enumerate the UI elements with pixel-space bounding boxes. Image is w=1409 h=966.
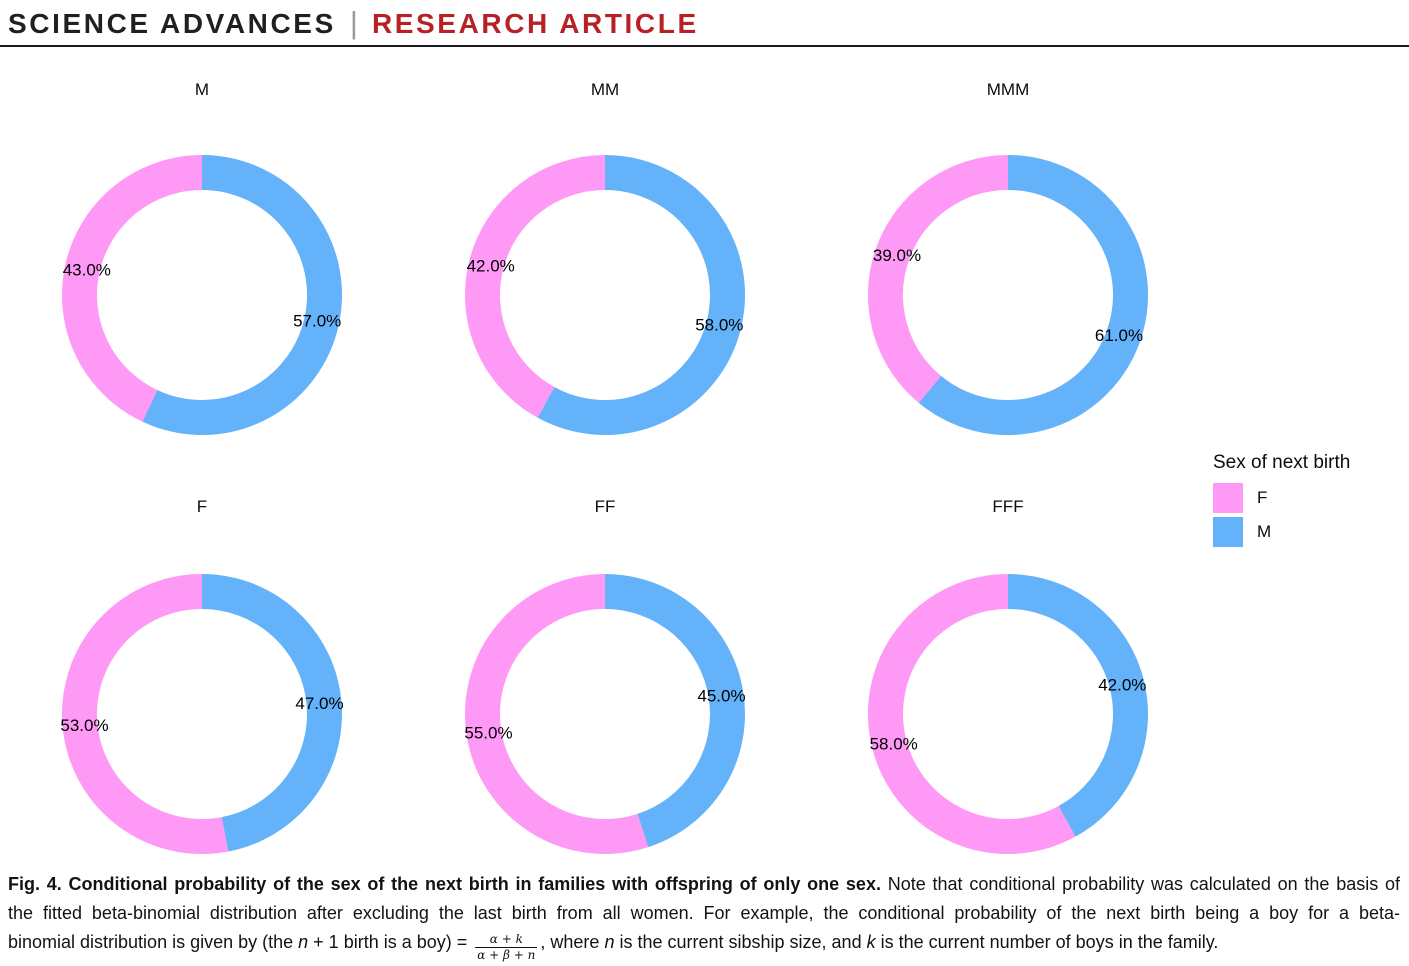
header-rule <box>0 45 1409 47</box>
donut-chart-MMM: 61.0% 39.0% <box>868 155 1148 435</box>
slice-male <box>537 155 745 435</box>
male-share-label: 42.0% <box>1098 676 1146 695</box>
slice-female <box>62 155 203 422</box>
caption-line3-pre: binomial distribution is given by (the <box>8 932 299 952</box>
donut-title-F: F <box>196 497 208 516</box>
caption-line3-after: , where <box>540 932 605 952</box>
donut-chart-F: 47.0% 53.0% <box>60 574 344 854</box>
slice-female <box>868 574 1076 854</box>
female-share-label: 58.0% <box>870 734 918 753</box>
caption-var-n2: n <box>604 932 615 952</box>
female-share-label: 55.0% <box>464 723 512 742</box>
female-share-label: 42.0% <box>467 257 515 276</box>
legend-title: Sex of next birth <box>1213 452 1351 473</box>
male-share-label: 47.0% <box>295 694 343 713</box>
legend-item-f: F <box>1213 483 1350 513</box>
slice-male <box>142 155 342 435</box>
fraction-denominator: α + β + n <box>477 948 536 963</box>
slice-male <box>918 155 1148 435</box>
header-divider: | <box>349 5 358 40</box>
slice-female <box>868 155 1009 403</box>
slice-female <box>465 155 606 418</box>
slice-female <box>62 574 229 854</box>
journal-name: SCIENCE ADVANCES <box>8 8 336 39</box>
donut-title-FFF: FFF <box>992 497 1024 516</box>
slice-male <box>201 574 342 852</box>
legend-label-m: M <box>1257 522 1272 541</box>
donut-chart-M: 57.0% 43.0% <box>62 155 342 435</box>
donut-title-M: M <box>194 80 210 99</box>
female-share-label: 53.0% <box>60 716 108 735</box>
caption-figure-label: Fig. 4. Conditional probability of the s… <box>8 874 881 894</box>
caption-line-1: Fig. 4. Conditional probability of the s… <box>8 870 1400 899</box>
male-share-label: 57.0% <box>293 312 341 331</box>
donut-chart-FFF: 42.0% 58.0% <box>868 574 1148 854</box>
legend-item-m: M <box>1213 517 1350 547</box>
caption-line3-end: is the current number of boys in the fam… <box>875 932 1219 952</box>
slice-female <box>464 574 649 854</box>
legend-swatch-f-icon <box>1213 483 1243 513</box>
donut-title-MMM: MMM <box>986 80 1030 99</box>
caption-line-3: binomial distribution is given by (the n… <box>8 928 1400 964</box>
caption-var-k: k <box>866 932 876 952</box>
donut-chart-MM: 58.0% 42.0% <box>465 155 745 435</box>
caption-line2-text: the fitted beta-binomial distribution af… <box>8 903 1400 923</box>
journal-header: SCIENCE ADVANCES | RESEARCH ARTICLE <box>8 5 699 41</box>
legend-swatch-m-icon <box>1213 517 1243 547</box>
slice-male <box>1007 574 1148 837</box>
slice-male <box>604 574 745 848</box>
donut-title-MM: MM <box>590 80 620 99</box>
caption-line-2: the fitted beta-binomial distribution af… <box>8 899 1400 928</box>
fraction-numerator: α + k <box>475 932 538 949</box>
donut-chart-FF: 45.0% 55.0% <box>464 574 746 854</box>
caption-var-n: n <box>298 932 309 952</box>
female-share-label: 43.0% <box>63 260 111 279</box>
donut-title-FF: FF <box>594 497 616 516</box>
caption-line3-mid: + 1 birth is a boy) = <box>308 932 473 952</box>
figure-caption: Fig. 4. Conditional probability of the s… <box>8 870 1400 964</box>
legend-label-f: F <box>1257 488 1268 507</box>
male-share-label: 45.0% <box>697 686 745 705</box>
chart-legend: Sex of next birth F M <box>1213 452 1350 551</box>
female-share-label: 39.0% <box>873 246 921 265</box>
caption-line3-mid2: is the current sibship size, and <box>614 932 867 952</box>
caption-line1-rest: Note that conditional probability was ca… <box>880 874 1400 894</box>
article-type: RESEARCH ARTICLE <box>371 8 699 39</box>
male-share-label: 61.0% <box>1095 326 1143 345</box>
male-share-label: 58.0% <box>695 315 743 334</box>
